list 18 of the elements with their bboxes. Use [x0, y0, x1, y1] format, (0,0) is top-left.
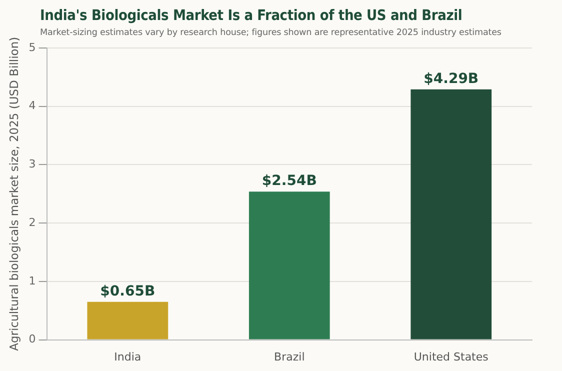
- bar: [410, 89, 492, 340]
- y-tick-label: 3: [28, 158, 36, 171]
- y-tick-label: 0: [28, 332, 36, 346]
- chart-subtitle: Market-sizing estimates vary by research house; figures shown are representative 2025 industry estimates: [40, 28, 502, 38]
- y-axis-title: Agricultural biologicals market size, 2025 (USD Billion): [6, 36, 21, 351]
- x-tick-label: Brazil: [274, 350, 305, 364]
- y-tick-label: 4: [28, 99, 36, 112]
- chart-title: India's Biologicals Market Is a Fraction of the US and Brazil: [40, 8, 462, 24]
- x-tick-label: United States: [414, 350, 489, 364]
- bar: [248, 192, 330, 340]
- y-tick-label: 2: [28, 216, 36, 229]
- bar: [87, 302, 168, 340]
- y-tick-label: 1: [28, 274, 36, 288]
- data-label: $2.54B: [262, 173, 317, 190]
- x-tick-label: India: [114, 350, 142, 364]
- y-tick-label: 5: [28, 40, 36, 54]
- data-label: $4.29B: [424, 71, 479, 88]
- data-label: $0.65B: [100, 284, 156, 300]
